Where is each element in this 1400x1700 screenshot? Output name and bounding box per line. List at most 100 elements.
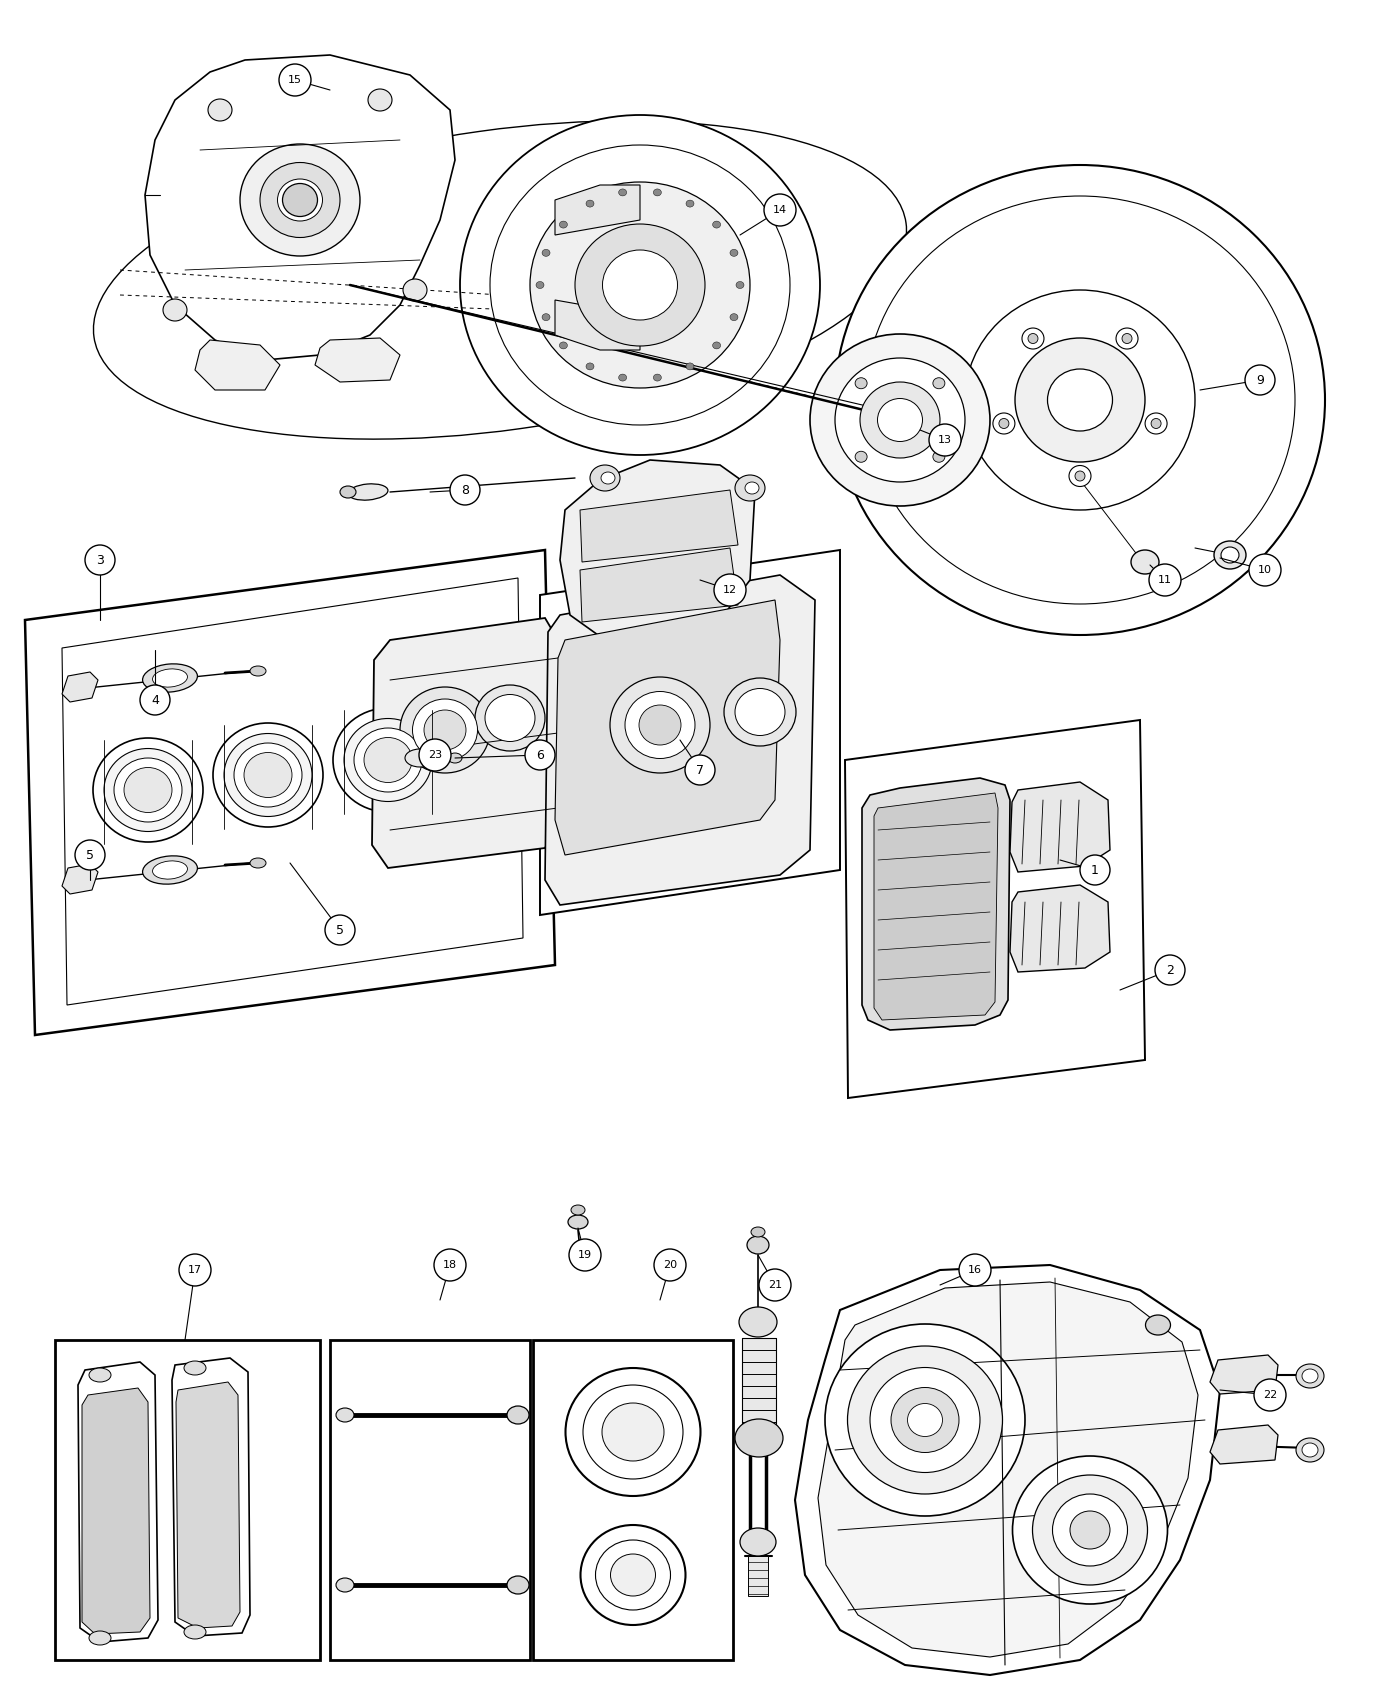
Text: 11: 11 bbox=[1158, 575, 1172, 585]
Ellipse shape bbox=[610, 1554, 655, 1596]
Ellipse shape bbox=[890, 1387, 959, 1452]
Ellipse shape bbox=[932, 377, 945, 389]
Ellipse shape bbox=[1028, 333, 1037, 343]
Polygon shape bbox=[540, 551, 840, 915]
Ellipse shape bbox=[724, 678, 797, 746]
Polygon shape bbox=[874, 792, 998, 1020]
Ellipse shape bbox=[1302, 1443, 1317, 1457]
Ellipse shape bbox=[735, 688, 785, 736]
Text: 13: 13 bbox=[938, 435, 952, 445]
Polygon shape bbox=[554, 185, 640, 235]
Polygon shape bbox=[846, 721, 1145, 1098]
Ellipse shape bbox=[183, 1625, 206, 1639]
Text: 14: 14 bbox=[773, 206, 787, 214]
Ellipse shape bbox=[1053, 1494, 1127, 1566]
Ellipse shape bbox=[834, 359, 965, 483]
Ellipse shape bbox=[403, 279, 427, 301]
Polygon shape bbox=[83, 1387, 150, 1634]
Ellipse shape bbox=[619, 189, 627, 196]
Circle shape bbox=[714, 575, 746, 605]
Ellipse shape bbox=[602, 1402, 664, 1460]
Circle shape bbox=[568, 1239, 601, 1272]
Ellipse shape bbox=[1145, 1316, 1170, 1334]
Ellipse shape bbox=[748, 1236, 769, 1255]
Ellipse shape bbox=[1296, 1363, 1324, 1387]
Ellipse shape bbox=[368, 88, 392, 110]
Polygon shape bbox=[1009, 886, 1110, 972]
Polygon shape bbox=[862, 779, 1009, 1030]
Ellipse shape bbox=[735, 474, 764, 502]
Circle shape bbox=[1254, 1379, 1287, 1411]
Ellipse shape bbox=[568, 1216, 588, 1229]
Ellipse shape bbox=[104, 748, 192, 831]
Ellipse shape bbox=[1151, 418, 1161, 428]
Ellipse shape bbox=[686, 201, 694, 207]
Text: 19: 19 bbox=[578, 1250, 592, 1260]
Text: 18: 18 bbox=[442, 1260, 456, 1270]
Ellipse shape bbox=[739, 1307, 777, 1336]
Ellipse shape bbox=[1000, 418, 1009, 428]
Polygon shape bbox=[818, 1282, 1198, 1658]
Ellipse shape bbox=[364, 738, 412, 782]
Ellipse shape bbox=[610, 677, 710, 774]
Ellipse shape bbox=[624, 692, 694, 758]
Text: 15: 15 bbox=[288, 75, 302, 85]
Circle shape bbox=[1079, 855, 1110, 886]
Ellipse shape bbox=[686, 362, 694, 371]
Ellipse shape bbox=[400, 687, 490, 774]
Bar bbox=[330, 1340, 531, 1659]
Ellipse shape bbox=[860, 382, 939, 457]
Ellipse shape bbox=[209, 99, 232, 121]
Circle shape bbox=[449, 474, 480, 505]
Ellipse shape bbox=[405, 750, 435, 767]
Ellipse shape bbox=[1070, 1511, 1110, 1549]
Bar bbox=[742, 1338, 776, 1436]
Ellipse shape bbox=[277, 178, 322, 221]
Text: 1: 1 bbox=[1091, 864, 1099, 877]
Ellipse shape bbox=[638, 706, 680, 745]
Ellipse shape bbox=[490, 144, 790, 425]
Circle shape bbox=[140, 685, 169, 716]
Ellipse shape bbox=[90, 1368, 111, 1382]
Ellipse shape bbox=[536, 282, 545, 289]
Ellipse shape bbox=[602, 250, 678, 320]
Bar bbox=[533, 1340, 734, 1659]
Ellipse shape bbox=[1012, 1455, 1168, 1605]
Ellipse shape bbox=[1296, 1438, 1324, 1462]
Polygon shape bbox=[580, 547, 738, 622]
Ellipse shape bbox=[1302, 1368, 1317, 1384]
Ellipse shape bbox=[413, 699, 477, 762]
Text: 8: 8 bbox=[461, 483, 469, 496]
Ellipse shape bbox=[507, 1406, 529, 1425]
Polygon shape bbox=[62, 578, 524, 1005]
Polygon shape bbox=[1210, 1425, 1278, 1464]
Ellipse shape bbox=[92, 738, 203, 842]
Ellipse shape bbox=[573, 1250, 588, 1260]
Polygon shape bbox=[315, 338, 400, 382]
Ellipse shape bbox=[344, 719, 433, 801]
Ellipse shape bbox=[965, 291, 1196, 510]
Circle shape bbox=[685, 755, 715, 785]
Ellipse shape bbox=[560, 221, 567, 228]
Polygon shape bbox=[795, 1265, 1219, 1674]
Text: 12: 12 bbox=[722, 585, 736, 595]
Circle shape bbox=[279, 65, 311, 95]
Ellipse shape bbox=[153, 860, 188, 879]
Ellipse shape bbox=[1070, 466, 1091, 486]
Ellipse shape bbox=[542, 313, 550, 321]
Ellipse shape bbox=[234, 743, 302, 808]
Text: 9: 9 bbox=[1256, 374, 1264, 386]
Polygon shape bbox=[545, 575, 815, 904]
Text: 21: 21 bbox=[769, 1280, 783, 1290]
Polygon shape bbox=[554, 299, 640, 350]
Text: 3: 3 bbox=[97, 554, 104, 566]
Bar bbox=[748, 1556, 769, 1596]
Ellipse shape bbox=[484, 695, 535, 741]
Ellipse shape bbox=[729, 313, 738, 321]
Text: 5: 5 bbox=[336, 923, 344, 937]
Text: 23: 23 bbox=[428, 750, 442, 760]
Ellipse shape bbox=[531, 182, 750, 388]
Polygon shape bbox=[580, 490, 738, 563]
Circle shape bbox=[759, 1268, 791, 1300]
Polygon shape bbox=[1009, 782, 1110, 872]
